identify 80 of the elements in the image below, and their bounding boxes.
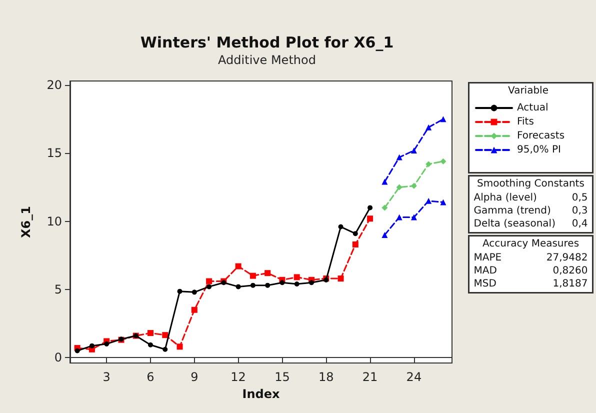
- chart-title: Winters' Method Plot for X6_1: [140, 34, 394, 52]
- point: [382, 178, 388, 185]
- point: [396, 184, 402, 190]
- text: Accuracy Measures: [482, 238, 580, 250]
- point: [426, 124, 432, 130]
- point: [338, 276, 344, 282]
- point: [294, 274, 300, 280]
- y-tick-label: 5: [54, 282, 62, 296]
- legend-title: Variable: [508, 86, 548, 96]
- text: MAPE: [474, 252, 502, 264]
- y-tick-label: 0: [54, 350, 62, 365]
- point: [148, 342, 153, 348]
- point: [396, 214, 402, 220]
- point: [382, 232, 388, 238]
- y-tick-label: 15: [46, 146, 62, 160]
- x-tick-label: 12: [230, 370, 246, 384]
- point: [352, 241, 358, 248]
- point: [367, 216, 374, 222]
- point: [250, 282, 256, 288]
- x-tick-label: 15: [274, 370, 290, 384]
- legend-label: 95,0% PI: [517, 144, 561, 156]
- point: [89, 343, 94, 348]
- text: 27,9482: [546, 252, 588, 264]
- y-tick-label: 20: [46, 78, 62, 92]
- point: [410, 182, 417, 189]
- x-axis-title: Index: [242, 386, 280, 401]
- x-tick-label: 18: [318, 370, 334, 384]
- point: [250, 272, 256, 279]
- point: [368, 205, 373, 210]
- point: [104, 341, 110, 346]
- point: [148, 330, 154, 336]
- x-tick-label: 24: [406, 370, 422, 384]
- point: [264, 270, 271, 276]
- point: [236, 284, 241, 290]
- text: 0,5: [572, 192, 588, 204]
- text: 0,4: [572, 218, 588, 230]
- text: MAD: [474, 265, 498, 276]
- point: [410, 147, 417, 154]
- text: Smoothing Constants: [477, 178, 584, 190]
- point: [294, 281, 300, 286]
- point: [440, 116, 446, 122]
- x-tick-label: 9: [190, 370, 198, 384]
- y-axis-title: X6_1: [19, 206, 33, 238]
- point: [176, 344, 183, 350]
- point: [177, 288, 182, 294]
- text: Delta (seasonal): [474, 218, 556, 230]
- point: [162, 346, 168, 352]
- point: [309, 280, 314, 286]
- text: 0,3: [572, 205, 588, 216]
- x-tick-label: 6: [146, 370, 154, 384]
- point: [440, 158, 446, 164]
- point: [280, 280, 285, 286]
- point: [396, 154, 402, 160]
- point: [440, 199, 446, 206]
- point: [74, 348, 80, 354]
- point: [206, 278, 212, 284]
- text: Gamma (trend): [474, 205, 551, 216]
- text: Alpha (level): [474, 192, 538, 204]
- point: [191, 306, 198, 313]
- point: [206, 284, 212, 290]
- point: [338, 224, 344, 230]
- point: [410, 214, 417, 220]
- x-tick-label: 3: [102, 370, 110, 384]
- legend-label: Actual: [517, 102, 548, 114]
- point: [162, 332, 168, 338]
- point: [382, 204, 388, 211]
- point: [235, 263, 242, 270]
- x-tick-label: 21: [362, 370, 378, 384]
- point: [426, 198, 432, 204]
- legend-label: Forecasts: [517, 130, 565, 142]
- point: [192, 290, 197, 295]
- chart-subtitle: Additive Method: [218, 53, 316, 67]
- point: [426, 161, 432, 168]
- text: 0,8260: [552, 265, 588, 276]
- text: 1,8187: [552, 278, 588, 290]
- text: MSD: [474, 278, 497, 290]
- y-tick-label: 10: [46, 214, 62, 228]
- legend-label: Fits: [517, 116, 534, 128]
- point: [265, 282, 270, 288]
- point: [352, 231, 358, 236]
